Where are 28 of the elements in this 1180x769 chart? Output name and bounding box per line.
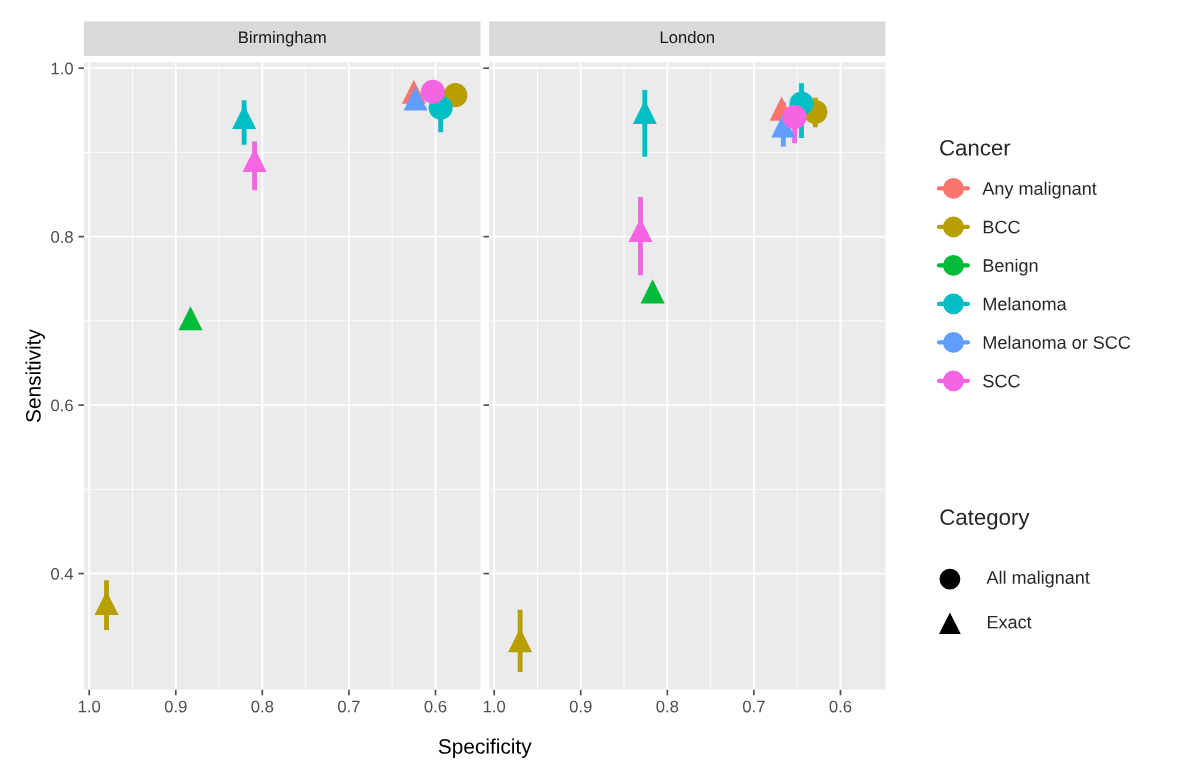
- x-axis-title: Specificity: [438, 738, 532, 758]
- x-tick-label: 0.7: [337, 700, 360, 713]
- chart-title: Birmingham: [239, 30, 326, 47]
- legend-label: Any malignant: [982, 181, 1097, 199]
- legend-label: Melanoma or SCC: [983, 335, 1131, 349]
- text: Exact: [987, 615, 1032, 629]
- legend-label: Benign: [983, 258, 1038, 276]
- y-tick-label: 0.6: [51, 399, 73, 412]
- x-tick-label: 1.0: [483, 700, 506, 713]
- y-axis-title: Sensitivity: [25, 329, 45, 422]
- y-tick-label: 1.0: [51, 62, 73, 75]
- legend-label: BCC: [983, 220, 1020, 234]
- text: All malignant: [986, 570, 1090, 588]
- y-tick-label: 0.4: [51, 567, 74, 580]
- legend-label: SCC: [983, 374, 1020, 388]
- x-tick-label: 0.7: [742, 700, 765, 713]
- x-tick-label: 0.9: [569, 700, 592, 713]
- x-tick-label: 0.9: [164, 700, 187, 713]
- x-tick-label: 0.8: [656, 700, 679, 713]
- legend-label: Melanoma: [983, 297, 1067, 311]
- chart-title: London: [660, 30, 714, 44]
- text: Category: [940, 509, 1030, 530]
- legend-title: Cancer: [940, 139, 1011, 156]
- x-tick-label: 0.8: [251, 700, 274, 713]
- y-tick-label: 0.8: [51, 231, 73, 243]
- x-tick-label: 0.6: [424, 700, 447, 713]
- x-tick-label: 1.0: [78, 700, 101, 713]
- x-tick-label: 0.6: [829, 700, 852, 713]
